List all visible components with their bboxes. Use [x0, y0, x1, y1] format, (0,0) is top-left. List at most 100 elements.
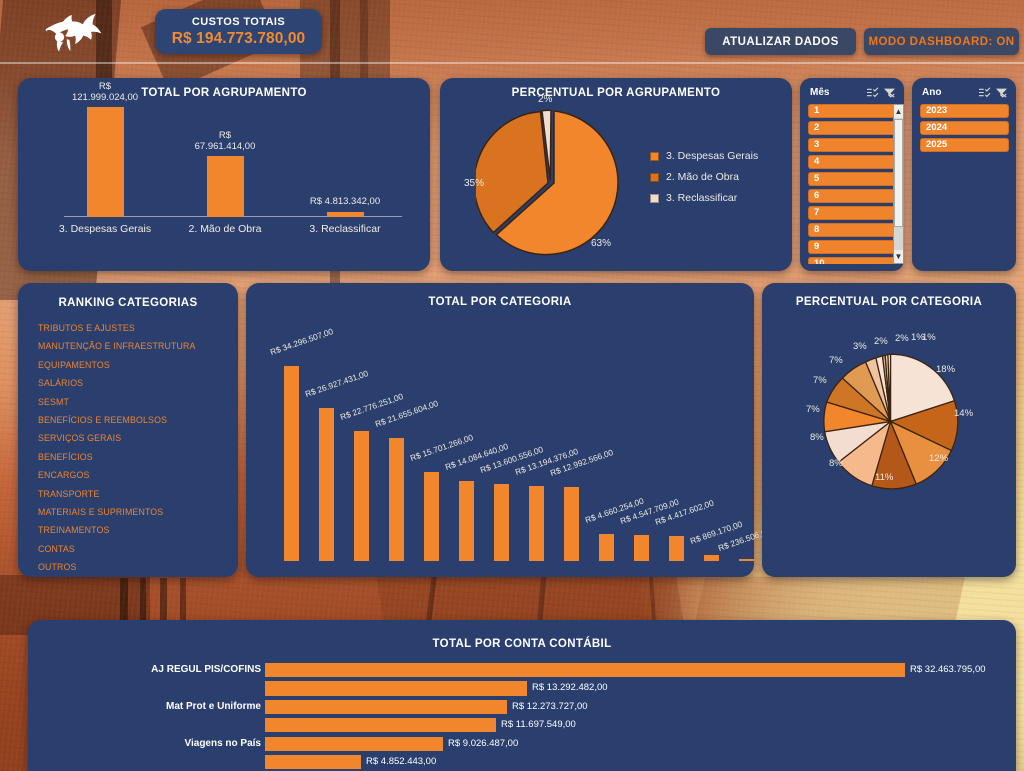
category-label: Mat Prot e Uniforme — [165, 700, 261, 712]
legend-item[interactable]: 2. Mão de Obra — [650, 171, 758, 183]
multi-select-icon[interactable] — [978, 86, 991, 98]
slicer-item[interactable]: 5 — [808, 172, 897, 186]
pie-chart-agrupamento[interactable]: 63% 35% 2% — [464, 94, 626, 258]
kpi-label: CUSTOS TOTAIS — [191, 15, 286, 28]
chart-total-por-categoria[interactable]: TOTAL POR CATEGORIA R$ 34.296.507,00 R$ … — [246, 283, 771, 577]
chart-percentual-por-agrupamento[interactable]: PERCENTUAL POR AGRUPAMENTO 63% 35% 2% 3.… — [440, 78, 792, 271]
bar-row[interactable]: AJ REGUL PIS/COFINS R$ 32.463.795,00 — [28, 663, 1006, 678]
bar[interactable] — [319, 408, 334, 561]
slicer-ano[interactable]: Ano 2023 2024 2025 — [912, 78, 1016, 271]
list-item[interactable]: MANUTENÇÃO E INFRAESTRUTURA — [38, 341, 196, 352]
panel-title: RANKING CATEGORIAS — [58, 297, 198, 309]
bar-group[interactable]: R$ 4.813.342,00 3. Reclassificar — [286, 196, 404, 235]
bar[interactable] — [265, 699, 507, 714]
bar[interactable] — [459, 481, 474, 561]
bar-row[interactable]: R$ 4.852.443,00 — [28, 754, 1006, 770]
slicer-item-list[interactable]: 1 2 3 4 5 6 7 8 9 10 11 — [808, 104, 897, 264]
bar[interactable] — [599, 534, 614, 561]
bar-group[interactable]: R$ 67.961.414,00 2. Mão de Obra — [166, 130, 284, 235]
pie-value-label: 8% — [810, 432, 824, 443]
bar-value-label: R$ 67.961.414,00 — [194, 130, 256, 152]
bar[interactable] — [265, 681, 527, 696]
bar[interactable]: R$ 121.999.024,00 — [72, 81, 138, 217]
clear-filter-icon[interactable] — [995, 87, 1008, 98]
bar[interactable] — [494, 484, 509, 561]
slicer-header: Mês — [810, 85, 896, 99]
bar[interactable] — [739, 559, 754, 561]
pie-svg — [823, 353, 959, 490]
bar-group[interactable]: R$ 121.999.024,00 3. Despesas Gerais — [46, 81, 164, 235]
list-item[interactable]: TRIBUTOS E AJUSTES — [38, 323, 135, 333]
bar[interactable] — [424, 472, 439, 561]
list-item[interactable]: SALÁRIOS — [38, 378, 84, 389]
scrollbar-thumb[interactable] — [894, 119, 903, 227]
slicer-item[interactable]: 2024 — [920, 121, 1009, 135]
scroll-up-arrow-icon[interactable]: ▲ — [894, 105, 903, 118]
bar-row[interactable]: R$ 11.697.549,00 — [28, 718, 1006, 733]
chart-total-por-conta-contabil[interactable]: TOTAL POR CONTA CONTÁBIL AJ REGUL PIS/CO… — [28, 620, 1016, 771]
bar[interactable] — [354, 431, 369, 561]
bar[interactable] — [265, 663, 905, 678]
chart-total-por-agrupamento[interactable]: TOTAL POR AGRUPAMENTO R$ 121.999.024,00 … — [18, 78, 430, 271]
slicer-item[interactable]: 7 — [808, 206, 897, 220]
slicer-item[interactable]: 2 — [808, 121, 897, 135]
list-item[interactable]: MATERIAIS E SUPRIMENTOS — [38, 507, 164, 518]
list-item[interactable]: OUTROS — [38, 562, 77, 573]
bar[interactable] — [564, 487, 579, 561]
chart-legend: 3. Despesas Gerais 2. Mão de Obra 3. Rec… — [650, 150, 758, 213]
legend-label: 3. Reclassificar — [666, 192, 738, 204]
legend-item[interactable]: 3. Despesas Gerais — [650, 150, 758, 162]
bar[interactable] — [529, 486, 544, 561]
list-item[interactable]: SESMT — [38, 396, 70, 407]
scroll-down-arrow-icon[interactable]: ▼ — [894, 250, 903, 263]
slicer-item-list[interactable]: 2023 2024 2025 — [920, 104, 1009, 264]
slicer-item[interactable]: 10 — [808, 257, 897, 264]
bar[interactable] — [669, 536, 684, 561]
slicer-item[interactable]: 9 — [808, 240, 897, 254]
list-item[interactable]: ENCARGOS — [38, 470, 90, 481]
slicer-scrollbar[interactable]: ▲ ▼ — [893, 104, 904, 264]
slicer-item[interactable]: 2025 — [920, 138, 1009, 152]
bar[interactable] — [265, 754, 361, 770]
bar[interactable] — [284, 366, 299, 561]
pie-value-label: 2% — [538, 94, 553, 105]
chart-title: PERCENTUAL POR CATEGORIA — [795, 296, 983, 308]
slicer-item[interactable]: 6 — [808, 189, 897, 203]
pie-svg — [473, 109, 619, 256]
slicer-item[interactable]: 2023 — [920, 104, 1009, 118]
pie-value-label: 1% — [911, 332, 925, 343]
slicer-item[interactable]: 8 — [808, 223, 897, 237]
plot-area: R$ 121.999.024,00 3. Despesas Gerais R$ … — [42, 81, 412, 241]
bar-value-label: R$ 34.296.507,00 — [268, 326, 335, 357]
refresh-data-button[interactable]: ATUALIZAR DADOS — [705, 28, 856, 55]
legend-item[interactable]: 3. Reclassificar — [650, 192, 758, 204]
bar[interactable] — [634, 535, 649, 561]
bar-row[interactable]: Mat Prot e Uniforme R$ 12.273.727,00 — [28, 699, 1006, 714]
dashboard-mode-toggle-button[interactable]: MODO DASHBOARD: ON — [864, 28, 1019, 55]
list-item[interactable]: TRANSPORTE — [38, 488, 100, 499]
list-item[interactable]: BENEFÍCIOS — [38, 451, 93, 462]
list-item[interactable]: EQUIPAMENTOS — [38, 359, 110, 370]
list-item[interactable]: BENEFÍCIOS E REEMBOLSOS — [38, 415, 168, 426]
bar[interactable] — [265, 736, 443, 751]
slicer-item[interactable]: 3 — [808, 138, 897, 152]
pie-chart-categoria[interactable]: 18% 14% 12% 11% 8% 8% 7% 7% 7% 3% 2% 2% … — [806, 332, 973, 493]
slicer-item[interactable]: 4 — [808, 155, 897, 169]
bar[interactable] — [389, 438, 404, 561]
bar[interactable] — [265, 718, 496, 733]
slicer-mes[interactable]: Mês 1 2 3 4 5 6 7 8 9 10 11 ▲ — [800, 78, 904, 271]
clear-filter-icon[interactable] — [883, 87, 896, 98]
list-item[interactable]: SERVIÇOS GERAIS — [38, 433, 122, 444]
list-item[interactable]: CONTAS — [38, 543, 75, 554]
bar[interactable] — [704, 555, 719, 561]
bar[interactable]: R$ 67.961.414,00 — [195, 130, 255, 217]
bar[interactable]: R$ 4.813.342,00 — [310, 196, 380, 217]
multi-select-icon[interactable] — [866, 86, 879, 98]
slicer-item[interactable]: 1 — [808, 104, 897, 118]
bar-row[interactable]: R$ 13.292.482,00 — [28, 681, 1006, 696]
panel-ranking-categorias[interactable]: RANKING CATEGORIAS TRIBUTOS E AJUSTES MA… — [18, 283, 238, 577]
list-item[interactable]: TREINAMENTOS — [38, 525, 110, 536]
bar-row[interactable]: Viagens no País R$ 9.026.487,00 — [28, 736, 1006, 751]
plot-area: R$ 34.296.507,00 R$ 26.927.431,00 R$ 22.… — [268, 326, 771, 561]
chart-percentual-por-categoria[interactable]: PERCENTUAL POR CATEGORIA — [762, 283, 1016, 577]
